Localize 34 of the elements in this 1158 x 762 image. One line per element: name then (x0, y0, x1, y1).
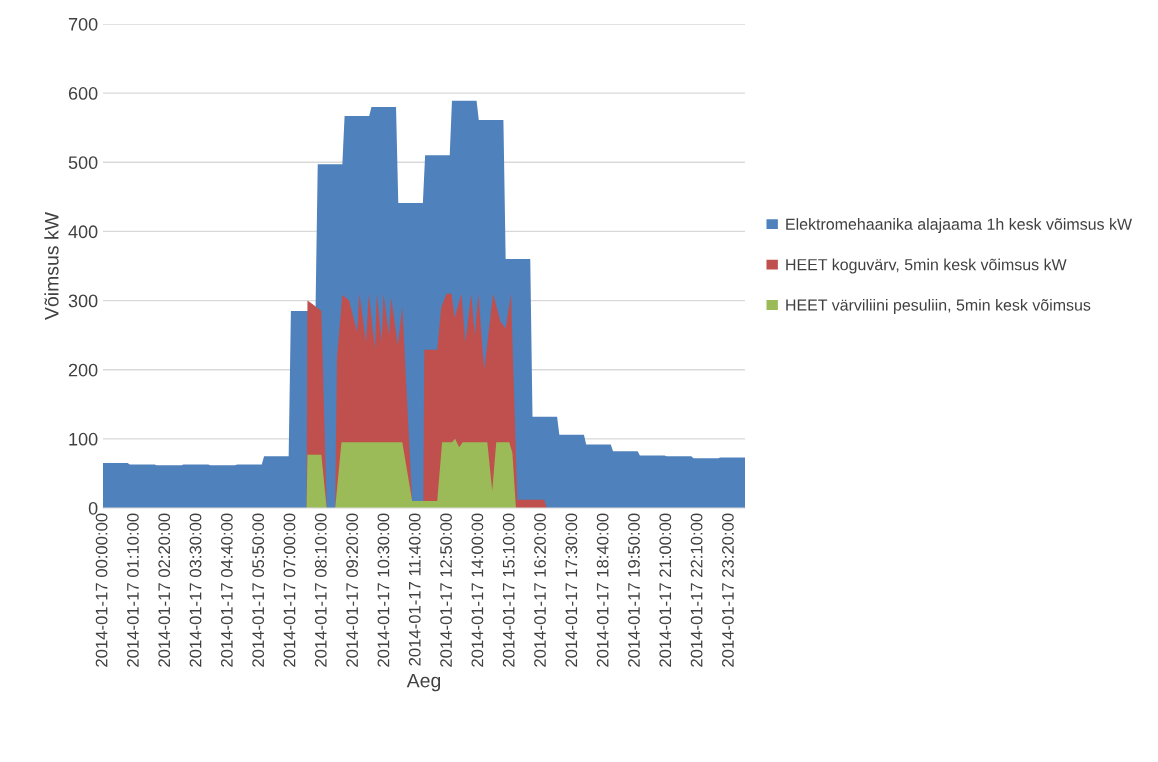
x-tick-label: 2014-01-17 16:20:00 (534, 513, 546, 667)
x-tick-label: 2014-01-17 11:40:00 (408, 513, 421, 666)
y-tick-label: 600 (68, 87, 98, 100)
x-tick-label: 2014-01-17 19:50:00 (628, 513, 640, 667)
x-tick-label: 2014-01-17 08:10:00 (314, 513, 327, 667)
x-tick-label: 2014-01-17 14:00:00 (471, 513, 484, 667)
x-tick-label: 2014-01-17 05:50:00 (252, 513, 265, 667)
x-tick-label: 2014-01-17 10:30:00 (377, 513, 390, 667)
x-tick-label: 2014-01-17 22:10:00 (690, 513, 703, 667)
x-axis-title: Aeg (406, 673, 441, 692)
x-tick-label: 2014-01-17 21:00:00 (659, 513, 672, 667)
x-tick-label: 2014-01-17 01:10:00 (126, 513, 139, 667)
x-tick-label: 2014-01-17 17:30:00 (565, 513, 578, 667)
x-tick-label: 2014-01-17 09:20:00 (346, 513, 359, 667)
y-tick-label: 700 (68, 17, 98, 31)
y-tick-label: 200 (68, 363, 98, 377)
y-tick-label: 100 (69, 432, 98, 446)
y-axis-title: Võimsus kW (44, 212, 59, 320)
legend-label: HEET värviliini pesuliin, 5min kesk võimsus (786, 299, 1091, 314)
y-tick-label: 400 (68, 225, 98, 239)
x-tick-label: 2014-01-17 03:30:00 (189, 513, 202, 667)
x-tick-label: 2014-01-17 12:50:00 (440, 513, 452, 667)
y-tick-label: 300 (68, 294, 98, 308)
x-tick-label: 2014-01-17 02:20:00 (158, 513, 171, 667)
y-tick-label: 500 (68, 156, 98, 170)
legend-label: Elektromehaanika alajaama 1h kesk võimsus kW (786, 218, 1133, 233)
x-tick-label: 2014-01-17 15:10:00 (502, 513, 515, 667)
x-tick-label: 2014-01-17 18:40:00 (596, 513, 609, 667)
x-tick-label: 2014-01-17 04:40:00 (220, 513, 233, 667)
x-tick-label: 2014-01-17 07:00:00 (283, 513, 296, 667)
y-tick-label: 0 (88, 501, 98, 515)
x-tick-label: 2014-01-17 23:20:00 (722, 513, 734, 667)
legend-label: HEET koguvärv, 5min kesk võimsus kW (786, 258, 1067, 274)
x-tick-label: 2014-01-17 00:00:00 (95, 513, 108, 667)
